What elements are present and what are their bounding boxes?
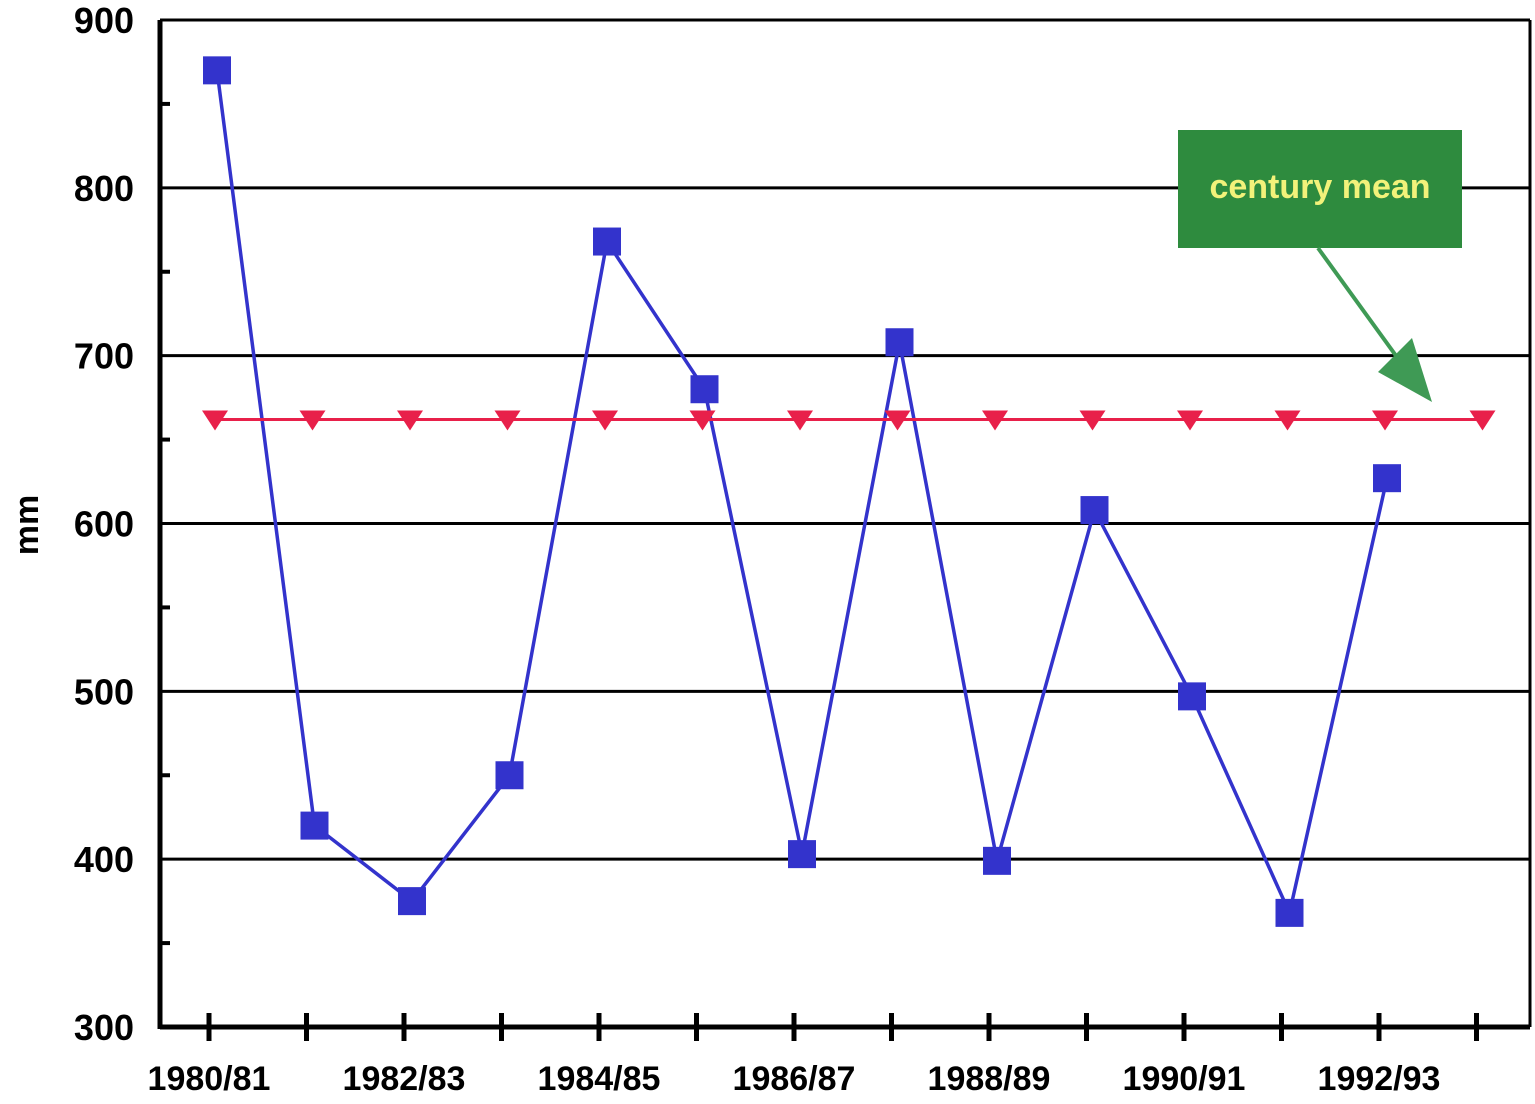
series-0-point-2 [398, 887, 426, 916]
y-tick-label-900: 900 [74, 0, 134, 41]
century-mean-arrowhead [1378, 338, 1432, 402]
series-0-point-10 [1178, 682, 1206, 711]
x-tick-label-12: 1992/93 [1318, 1060, 1441, 1098]
series-1-point-13 [1469, 410, 1496, 431]
series-1-point-3 [494, 410, 521, 431]
y-axis-label: mm [8, 495, 46, 555]
x-tick-label-10: 1990/91 [1123, 1060, 1246, 1098]
series-1-point-2 [397, 410, 423, 431]
series-1-point-8 [982, 410, 1008, 431]
y-tick-label-600: 600 [74, 504, 134, 545]
series-1-point-0 [202, 410, 228, 431]
x-tick-label-8: 1988/89 [928, 1060, 1051, 1098]
series-0-point-1 [300, 811, 329, 840]
y-tick-label-300: 300 [74, 1007, 134, 1048]
axes-layer: 300 400 500 600 700 800 900 1980/81 1982/83 1984/… [74, 0, 1532, 1098]
y-tick-label-400: 400 [74, 839, 134, 880]
series-1-point-7 [884, 410, 911, 431]
series-0-point-12 [1373, 464, 1401, 493]
series-0-point-4 [593, 227, 621, 256]
series-0-point-11 [1275, 898, 1304, 927]
y-tick-label-800: 800 [74, 168, 134, 209]
century-mean-label: century mean [1209, 168, 1430, 206]
series-0-point-7 [885, 328, 914, 357]
series-1-point-9 [1079, 410, 1106, 431]
y-tick-label-500: 500 [74, 671, 134, 712]
series-0-point-3 [495, 761, 524, 790]
series-1-point-11 [1274, 410, 1301, 431]
x-tick-label-0: 1980/81 [148, 1060, 271, 1098]
century-mean-arrow [1316, 246, 1404, 366]
series-1-point-10 [1177, 410, 1203, 431]
series-1-point-1 [299, 410, 326, 431]
x-tick-label-6: 1986/87 [733, 1060, 856, 1098]
x-tick-label-4: 1984/85 [538, 1060, 661, 1098]
x-tick-label-2: 1982/83 [343, 1060, 466, 1098]
series-0-point-6 [788, 840, 816, 869]
series-0-point-5 [690, 375, 719, 404]
series-1-point-4 [592, 410, 618, 431]
series-0-point-8 [983, 846, 1011, 875]
series-1-point-5 [689, 410, 716, 431]
series-1-point-12 [1372, 410, 1398, 431]
series-0-point-0 [203, 56, 231, 85]
annotation-layer: century mean [1178, 130, 1462, 402]
y-tick-label-700: 700 [74, 336, 134, 377]
series-0-point-9 [1080, 496, 1109, 525]
series-1-point-6 [787, 410, 813, 431]
series-layer [202, 56, 1496, 927]
century-mean-label-box [1178, 130, 1462, 248]
